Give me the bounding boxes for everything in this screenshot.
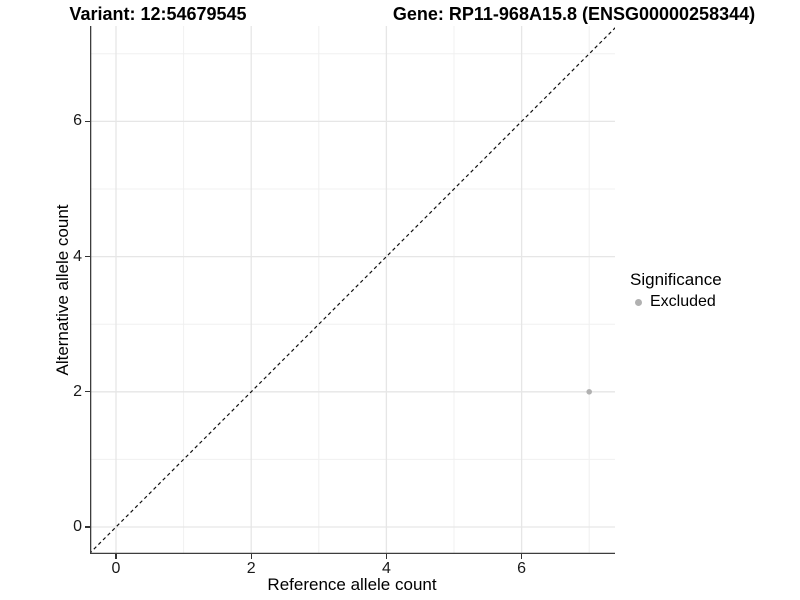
x-tick-mark (385, 554, 388, 559)
x-tick-mark (250, 554, 252, 559)
y-tick-mark (85, 526, 90, 528)
legend-entry-label: Excluded (650, 293, 716, 310)
legend-entries: Excluded (630, 292, 722, 312)
x-tick-label: 0 (111, 560, 121, 577)
y-tick-label: 6 (73, 112, 82, 130)
plot-canvas (90, 26, 615, 554)
identity-line (90, 27, 615, 554)
x-tick-mark (115, 554, 117, 559)
x-tick-mark (520, 554, 523, 559)
x-tick-label: 2 (246, 560, 256, 577)
x-axis-title: Reference allele count (267, 575, 437, 594)
data-point (586, 389, 592, 395)
legend-entry: Excluded (630, 292, 722, 312)
y-tick-label: 2 (73, 382, 82, 400)
x-tick-label: 6 (517, 560, 527, 577)
legend-point-icon (635, 298, 642, 306)
y-tick-mark (85, 120, 90, 123)
y-tick-label: 4 (73, 247, 82, 265)
plot-title-gene: Gene: RP11-968A15.8 (ENSG00000258344) (392, 4, 756, 24)
legend-title: Significance (630, 270, 722, 289)
y-tick-label: 0 (73, 518, 82, 535)
y-tick-mark (85, 255, 90, 258)
legend-key (630, 294, 647, 311)
plot-title-variant: Variant: 12:54679545 (69, 4, 247, 24)
y-tick-mark (85, 391, 90, 393)
legend: Significance Excluded (630, 270, 722, 312)
plot-panel (90, 26, 615, 554)
y-axis-title: Alternative allele count (53, 204, 72, 376)
x-tick-label: 4 (381, 560, 391, 577)
